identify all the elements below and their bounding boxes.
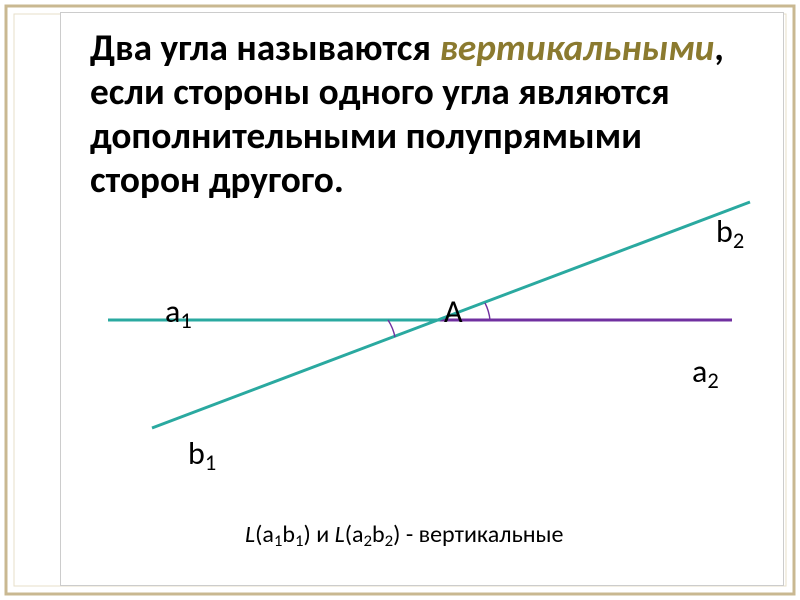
label-point-a: A <box>444 292 463 331</box>
diagram: A a1 a2 b1 b2 <box>60 220 780 490</box>
label-a2: a2 <box>692 352 719 391</box>
label-b1: b1 <box>188 434 216 473</box>
diagram-svg <box>60 220 780 490</box>
angle-arc-left <box>388 320 395 337</box>
angle-arc-right <box>485 303 490 320</box>
label-a1: a1 <box>165 292 192 331</box>
label-b2: b2 <box>716 212 744 251</box>
footer-statement: L(a1b1) и L(a2b2) - вертикальные <box>245 520 563 549</box>
definition-text: Два угла называются вертикальными, если … <box>90 26 750 202</box>
def-emphasis: вертикальными <box>439 25 714 71</box>
def-prefix: Два угла называются <box>90 25 439 71</box>
